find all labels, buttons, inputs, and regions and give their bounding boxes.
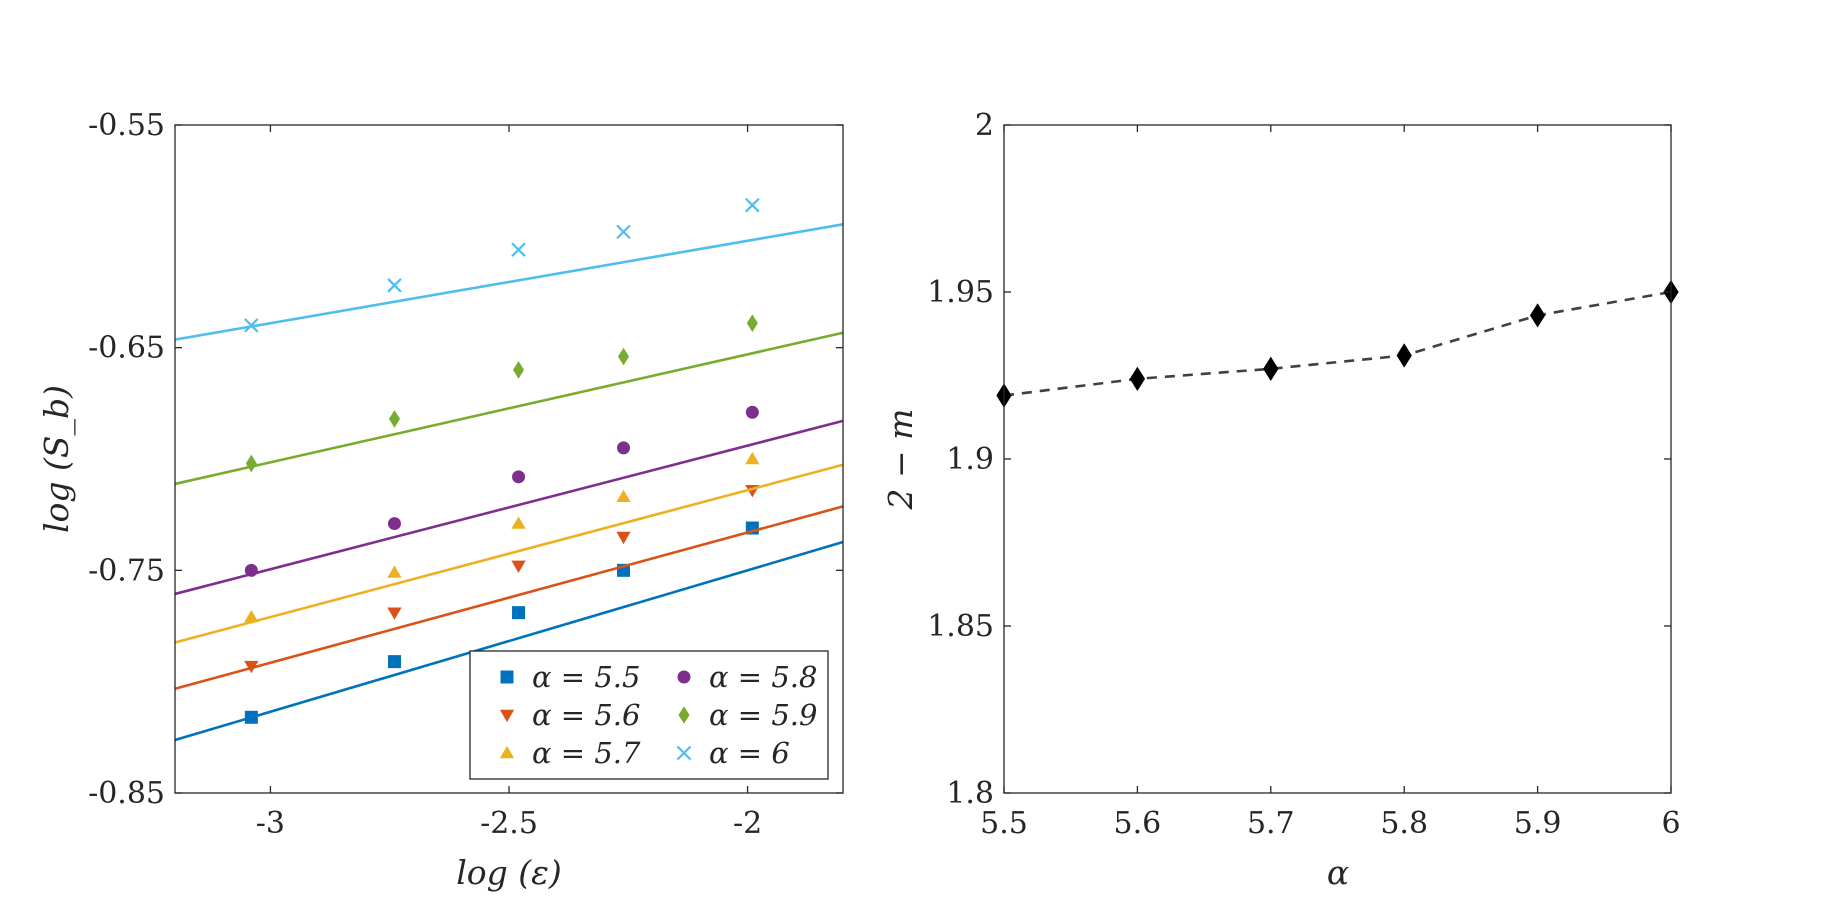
data-point-series-3-3 [617,441,631,455]
legend-marker-1 [499,709,515,723]
data-point-series-2-3 [616,489,631,503]
left-x-tick-label: -2.5 [480,806,538,841]
right-y-tick-label: 1.9 [946,442,994,477]
right-x-tick-label: 6 [1661,806,1680,841]
right-y-tick-label: 1.8 [946,776,994,811]
legend-label-5-9: α = 5.9 [709,698,817,732]
legend-symbols [499,670,692,761]
right-y-tick-label: 1.85 [927,609,994,644]
left-x-tick-label: -3 [256,806,285,841]
data-point-series-3-1 [387,517,401,531]
data-point-series-4-2 [513,361,525,379]
data-point-series-2-1 [387,565,402,578]
right-data-point-2 [1263,356,1279,381]
left-marks [174,197,844,742]
left-y-tick-label: -0.65 [88,331,165,366]
fit-line-series-5 [174,223,844,341]
data-point-series-0-1 [387,655,401,669]
left-y-tick-label: -0.75 [88,553,165,588]
data-point-series-1-0 [244,660,259,674]
data-point-series-5-3 [616,224,631,240]
legend-marker-3 [677,670,691,684]
left-x-axis-label: log (ε) [456,853,562,892]
data-point-series-5-0 [244,318,259,333]
legend-label-5-5: α = 5.5 [532,660,640,694]
left-ticks [175,124,843,794]
data-point-series-3-2 [512,470,526,484]
data-point-series-4-4 [746,314,758,332]
data-point-series-4-3 [617,347,630,366]
right-x-tick-label: 5.5 [980,806,1028,841]
data-point-series-3-0 [244,563,258,577]
data-point-series-0-2 [512,606,526,620]
right-x-axis-label: α [1327,853,1349,892]
right-x-tick-label: 5.9 [1514,806,1562,841]
legend-marker-5 [676,745,692,761]
legend-box [469,650,829,780]
data-point-series-4-1 [388,410,401,428]
data-point-series-1-3 [616,531,631,545]
left-y-tick-label: -0.85 [88,776,165,811]
right-y-tick-label: 1.95 [927,275,994,310]
fit-line-series-1 [174,505,844,691]
right-x-tick-label: 5.8 [1380,806,1428,841]
data-point-series-4-0 [245,454,257,473]
data-point-series-1-1 [387,607,402,620]
right-x-tick-label: 5.7 [1247,806,1295,841]
left-x-tick-label: -2 [733,806,762,841]
legend-label-5-7: α = 5.7 [532,736,641,770]
legend-marker-4 [678,706,690,724]
fit-line-series-0 [174,540,844,742]
dashed-line-series-0 [1003,290,1672,397]
right-data-point-3 [1396,343,1412,368]
right-x-tick-label: 5.6 [1114,806,1162,841]
left-y-axis-label: log (S_b) [37,385,77,533]
right-data-point-4 [1529,303,1546,328]
right-y-axis-label: 2 − m [881,409,920,511]
right-data-point-1 [1129,366,1146,391]
legend-label-5-6: α = 5.6 [532,698,640,732]
legend-label-5-8: α = 5.8 [709,660,817,694]
right-y-tick-label: 2 [975,108,994,143]
fit-line-series-3 [174,419,844,596]
legend-label-6: α = 6 [709,736,790,770]
left-panel: -3 -2.5 -2 -0.85 -0.75 -0.65 -0.55 log (ε) log… [37,108,844,892]
data-point-series-1-2 [511,560,526,574]
legend-marker-2 [499,745,515,759]
left-tick-labels: -3 -2.5 -2 -0.85 -0.75 -0.65 -0.55 [88,108,762,841]
left-y-tick-label: -0.55 [88,108,165,143]
data-point-series-5-2 [511,242,526,257]
legend-marker-0 [500,670,514,684]
right-ticks [1003,124,1672,794]
data-point-series-2-4 [745,451,760,465]
data-point-series-3-4 [745,405,759,419]
data-point-series-5-4 [745,197,760,213]
data-point-series-2-2 [511,516,526,529]
fit-line-series-4 [174,331,844,486]
data-point-series-2-0 [244,609,259,623]
data-point-series-0-0 [244,710,258,724]
data-point-series-5-1 [387,278,402,293]
legend: α = 5.5 α = 5.6 α = 5.7 α = 5.8 α = 5.9 … [469,650,829,780]
right-panel: 5.5 5.6 5.7 5.8 5.9 6 1.8 1.85 1.9 1.95 2 α 2 − m [881,108,1681,892]
fit-line-series-2 [174,463,844,644]
right-tick-labels: 5.5 5.6 5.7 5.8 5.9 6 1.8 1.85 1.9 1.95 2 [927,108,1680,841]
